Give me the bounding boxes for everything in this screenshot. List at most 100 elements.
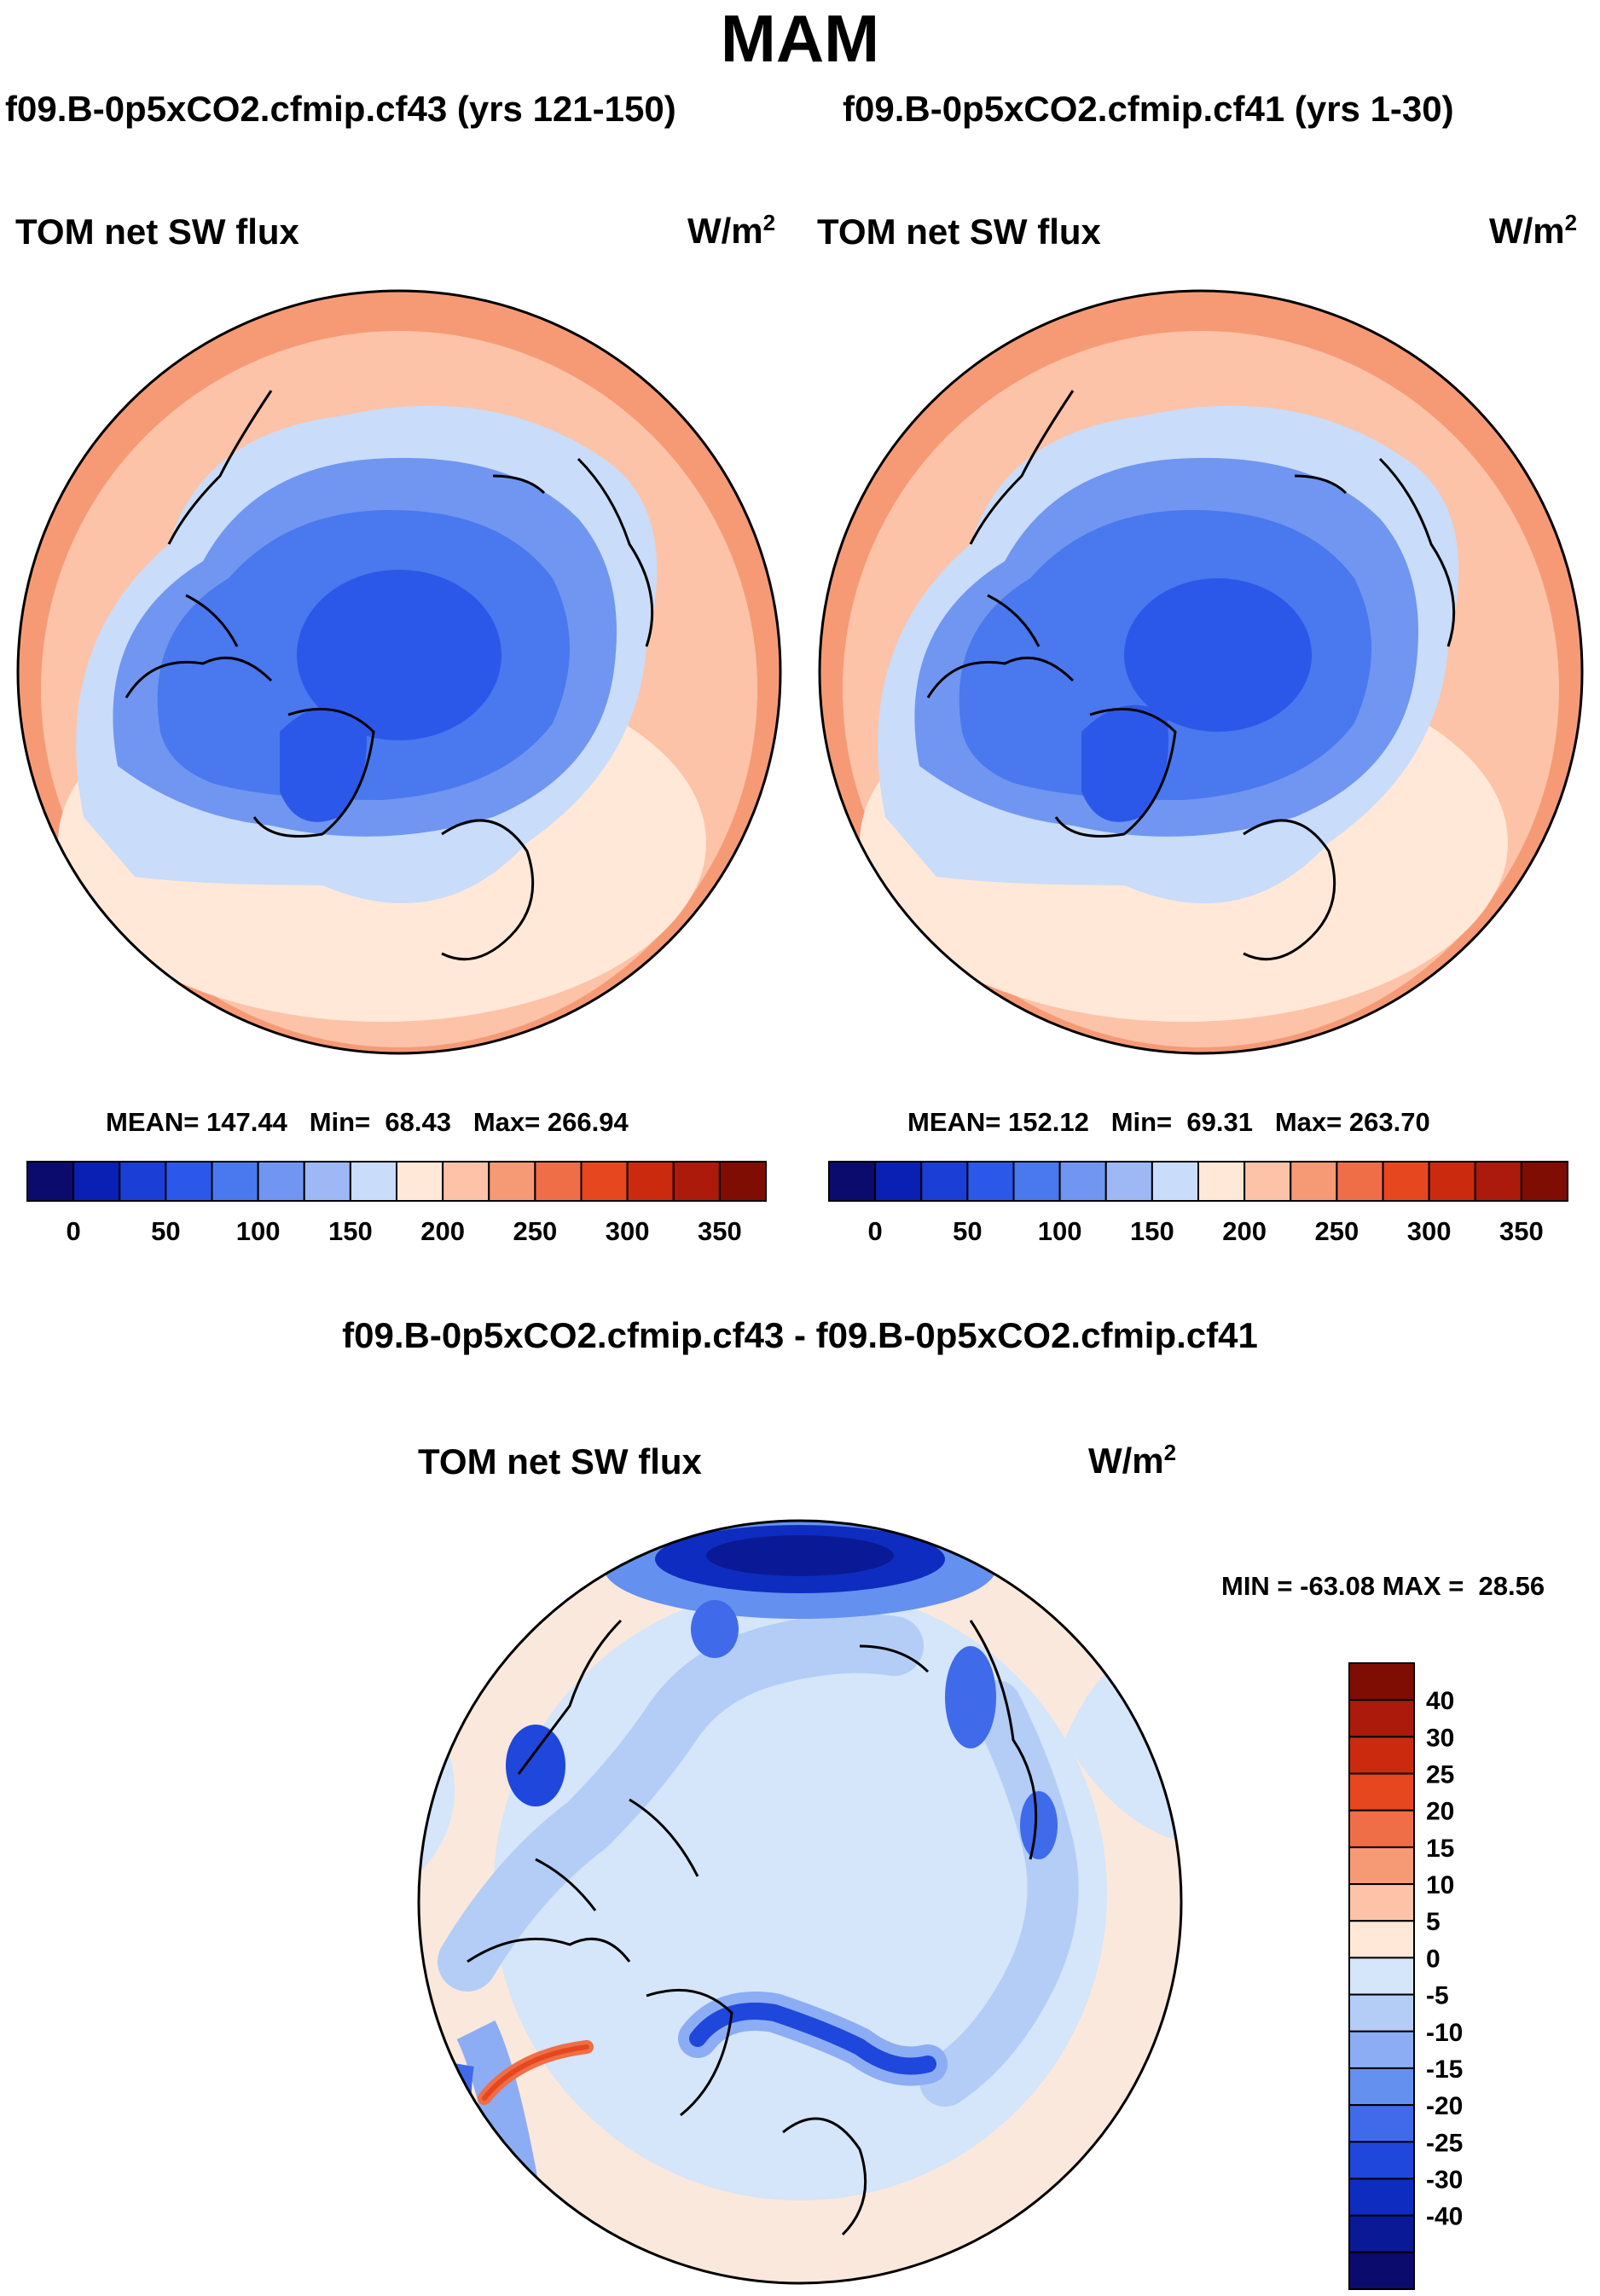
diff-colorbar-swatch <box>1348 2214 1415 2253</box>
colorbar-swatch <box>828 1161 877 1202</box>
diff-colorbar-swatch <box>1348 1699 1415 1738</box>
colorbar-swatch <box>1197 1161 1246 1202</box>
colorbar-tick-label: 350 <box>1499 1216 1544 1246</box>
colorbar-swatch <box>211 1161 259 1202</box>
diff-colorbar-swatch <box>1348 2030 1415 2069</box>
diff-colorbar-swatch <box>1348 2067 1415 2107</box>
right-stats: MEAN= 152.12 Min= 69.31 Max= 263.70 <box>907 1107 1430 1137</box>
colorbar-tick-label: 200 <box>420 1216 465 1246</box>
diff-colorbar-swatch <box>1348 2141 1415 2180</box>
colorbar-tick-label: 300 <box>606 1216 650 1246</box>
colorbar-tick-label: 100 <box>1038 1216 1082 1246</box>
left-polar-map <box>16 289 782 1055</box>
colorbar-swatch <box>718 1161 767 1202</box>
colorbar-tick-label: 300 <box>1407 1216 1452 1246</box>
colorbar-tick-label: 200 <box>1222 1216 1267 1246</box>
diff-colorbar-swatch <box>1348 2177 1415 2217</box>
diff-colorbar-swatch <box>1348 1772 1415 1812</box>
colorbar-tick-label: 100 <box>236 1216 281 1246</box>
colorbar-tick-label: 250 <box>513 1216 558 1246</box>
right-variable-label: TOM net SW flux <box>817 212 1101 252</box>
diff-colorbar-label: -25 <box>1426 2129 1463 2157</box>
left-units-label: W/m2 <box>687 210 776 251</box>
colorbar-swatch <box>920 1161 969 1202</box>
left-case-title: f09.B-0p5xCO2.cfmip.cf43 (yrs 121-150) <box>5 89 676 129</box>
diff-colorbar-swatch <box>1348 1736 1415 1775</box>
colorbar-swatch <box>626 1161 675 1202</box>
colorbar-swatch <box>672 1161 721 1202</box>
right-units-label: W/m2 <box>1489 210 1578 251</box>
diff-colorbar-label: 15 <box>1426 1835 1454 1863</box>
diff-colorbar-swatch <box>1348 1993 1415 2032</box>
diff-colorbar-label: -10 <box>1426 2019 1463 2047</box>
diff-colorbar: 40 30 25 20 15 10 5 0 -5 -10 -15 -20 -25 -30 -40 <box>1348 1662 1463 2291</box>
right-colorbar: 0 50 100 150 200 250 300 350 <box>828 1161 1568 1246</box>
colorbar-swatch <box>303 1161 351 1202</box>
colorbar-swatch <box>396 1161 444 1202</box>
coastline <box>125 390 654 961</box>
diff-colorbar-label: 30 <box>1426 1724 1454 1752</box>
diff-colorbar-swatch <box>1348 2251 1415 2291</box>
diff-colorbar-swatch <box>1348 1883 1415 1922</box>
colorbar-tick-label: 150 <box>1130 1216 1174 1246</box>
diff-minmax: MIN = -63.08 MAX = 28.56 <box>1221 1571 1545 1601</box>
colorbar-swatch <box>1382 1161 1430 1202</box>
diff-colorbar-label: 0 <box>1426 1945 1441 1973</box>
diff-colorbar-label: 25 <box>1426 1761 1454 1789</box>
colorbar-swatch <box>488 1161 536 1202</box>
diff-colorbar-swatch <box>1348 1809 1415 1848</box>
colorbar-swatch <box>442 1161 490 1202</box>
colorbar-swatch <box>1012 1161 1061 1202</box>
diff-colorbar-label: -40 <box>1426 2203 1463 2231</box>
colorbar-swatch <box>580 1161 629 1202</box>
right-polar-map <box>818 289 1584 1055</box>
diff-colorbar-swatch <box>1348 1846 1415 1886</box>
diff-polar-map <box>417 1519 1183 2285</box>
colorbar-swatch <box>966 1161 1015 1202</box>
left-colorbar: 0 50 100 150 200 250 300 350 <box>26 1161 767 1246</box>
coastline <box>467 1619 1038 2236</box>
colorbar-tick-label: 150 <box>328 1216 373 1246</box>
colorbar-tick-label: 50 <box>151 1216 180 1246</box>
diff-colorbar-label: -20 <box>1426 2092 1463 2120</box>
colorbar-tick-label: 250 <box>1315 1216 1359 1246</box>
colorbar-tick-label: 50 <box>953 1216 982 1246</box>
diff-colorbar-label: 20 <box>1426 1798 1454 1826</box>
colorbar-tick-label: 0 <box>868 1216 883 1246</box>
colorbar-swatch <box>1151 1161 1199 1202</box>
diff-colorbar-label: -30 <box>1426 2166 1463 2194</box>
colorbar-swatch <box>1104 1161 1153 1202</box>
colorbar-swatch <box>1520 1161 1568 1202</box>
colorbar-swatch <box>257 1161 305 1202</box>
right-case-title: f09.B-0p5xCO2.cfmip.cf41 (yrs 1-30) <box>843 89 1454 129</box>
colorbar-swatch <box>1290 1161 1338 1202</box>
diff-colorbar-label: 5 <box>1426 1908 1441 1936</box>
diff-units-label: W/m2 <box>1088 1440 1177 1481</box>
colorbar-swatch <box>119 1161 167 1202</box>
diff-colorbar-label: -5 <box>1426 1982 1449 2010</box>
colorbar-swatch <box>1243 1161 1292 1202</box>
diff-colorbar-swatch <box>1348 1957 1415 1996</box>
colorbar-swatch <box>72 1161 121 1202</box>
colorbar-swatch <box>165 1161 213 1202</box>
colorbar-tick-label: 350 <box>698 1216 742 1246</box>
diff-variable-label: TOM net SW flux <box>418 1441 702 1481</box>
colorbar-swatch <box>874 1161 923 1202</box>
diff-colorbar-label: 40 <box>1426 1687 1454 1715</box>
diff-colorbar-swatch <box>1348 1920 1415 1959</box>
season-title: MAM <box>720 1 880 76</box>
left-stats: MEAN= 147.44 Min= 68.43 Max= 266.94 <box>106 1107 629 1137</box>
colorbar-swatch <box>1474 1161 1522 1202</box>
colorbar-swatch <box>26 1161 75 1202</box>
colorbar-swatch <box>1336 1161 1384 1202</box>
diff-colorbar-swatch <box>1348 1662 1415 1702</box>
colorbar-swatch <box>1058 1161 1107 1202</box>
left-variable-label: TOM net SW flux <box>15 212 299 252</box>
diff-colorbar-label: 10 <box>1426 1871 1454 1899</box>
colorbar-tick-label: 0 <box>67 1216 81 1246</box>
diff-colorbar-swatch <box>1348 2104 1415 2143</box>
diff-colorbar-label: -15 <box>1426 2055 1463 2084</box>
colorbar-swatch <box>349 1161 397 1202</box>
diff-title: f09.B-0p5xCO2.cfmip.cf43 - f09.B-0p5xCO2… <box>342 1315 1258 1355</box>
colorbar-swatch <box>534 1161 583 1202</box>
